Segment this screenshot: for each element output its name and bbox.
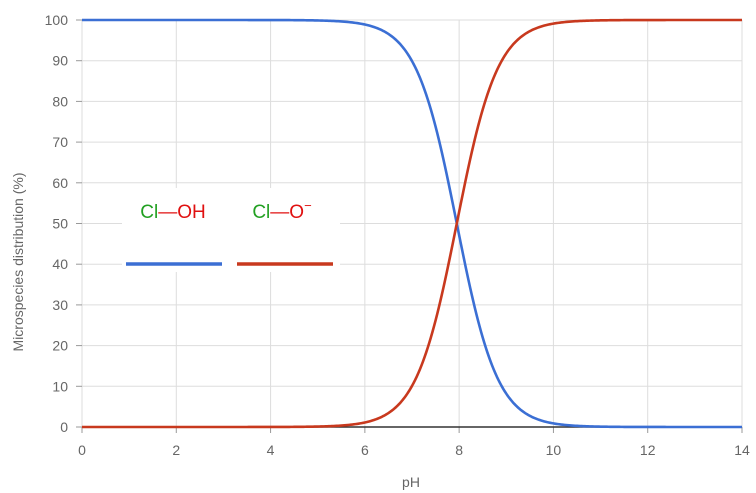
y-tick-label: 80	[52, 93, 68, 109]
legend-entry-o: Cl—O−	[237, 198, 333, 266]
y-tick-label: 100	[45, 12, 69, 28]
legend-label-o: Cl—O−	[252, 198, 311, 223]
legend-entry-oh: Cl—OH	[126, 202, 222, 266]
y-tick-label: 20	[52, 338, 68, 354]
y-tick-label: 60	[52, 175, 68, 191]
legend-o-atom2: O	[289, 202, 304, 223]
series-line-o	[82, 18, 742, 429]
y-tick-label: 50	[52, 216, 68, 232]
legend: Cl—OH Cl—O−	[122, 188, 340, 272]
legend-background	[122, 188, 340, 272]
legend-oh-atom1: Cl	[140, 202, 158, 223]
y-axis-label: Microspecies distribution (%)	[10, 173, 26, 352]
y-tick-label: 0	[60, 419, 68, 435]
y-tick-label: 70	[52, 134, 68, 150]
y-tick-label: 30	[52, 297, 68, 313]
series-line-oh	[82, 18, 742, 429]
x-tick-label: 2	[172, 442, 180, 458]
legend-oh-bond: —	[158, 202, 177, 223]
x-tick-label: 14	[734, 442, 750, 458]
y-tick-labels: 0 10 20 30 40 50 60 70 80 90 100	[45, 12, 69, 435]
x-tick-label: 10	[546, 442, 562, 458]
x-tick-label: 8	[455, 442, 463, 458]
y-tick-label: 40	[52, 256, 68, 272]
series-lines	[82, 18, 742, 429]
legend-o-charge: −	[304, 198, 312, 213]
x-tick-labels: 0 2 4 6 8 10 12 14	[78, 442, 750, 458]
y-tick-label: 90	[52, 53, 68, 69]
legend-label-oh: Cl—OH	[140, 202, 205, 223]
x-tick-label: 0	[78, 442, 86, 458]
x-tick-label: 6	[361, 442, 369, 458]
x-axis-label: pH	[402, 474, 420, 490]
legend-o-atom1: Cl	[252, 202, 270, 223]
x-tick-label: 12	[640, 442, 656, 458]
x-tick-label: 4	[267, 442, 275, 458]
y-tick-label: 10	[52, 378, 68, 394]
legend-oh-atom2: OH	[177, 202, 206, 223]
legend-o-bond: —	[270, 202, 289, 223]
